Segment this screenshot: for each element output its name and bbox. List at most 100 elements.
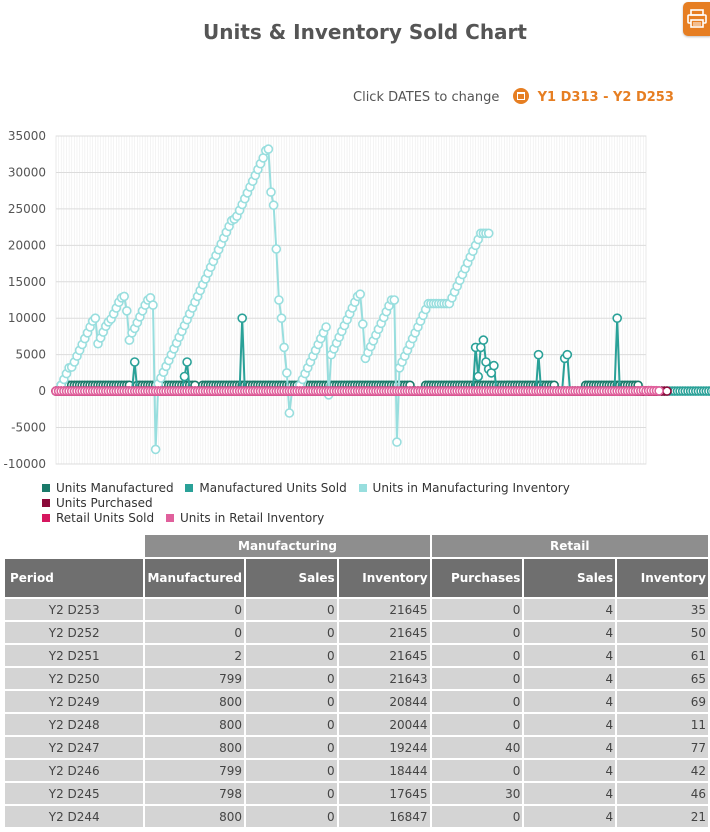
data-point[interactable] (274, 295, 284, 305)
column-header-sales[interactable]: Sales (245, 559, 337, 597)
table-cell: 800 (145, 806, 244, 827)
data-point[interactable] (182, 357, 192, 367)
column-header-retail-sales[interactable]: Sales (524, 559, 616, 597)
table-cell: 0 (431, 714, 523, 735)
legend-item[interactable]: Units Manufactured (42, 481, 174, 496)
legend-label: Retail Units Sold (56, 511, 155, 525)
table-cell: 4 (524, 737, 616, 758)
table-cell: 69 (617, 691, 708, 712)
legend-item[interactable]: Units in Retail Inventory (165, 511, 324, 526)
data-point[interactable] (281, 368, 292, 378)
y-tick-label: 35000 (8, 129, 46, 143)
table-cell: 0 (245, 691, 337, 712)
data-point[interactable] (489, 360, 499, 371)
legend-swatch (42, 484, 50, 492)
data-point[interactable] (237, 313, 247, 323)
table-cell: 0 (245, 783, 337, 804)
column-header-inventory[interactable]: Inventory (338, 559, 430, 597)
data-point[interactable] (662, 386, 672, 396)
y-tick-label: 15000 (8, 275, 46, 289)
y-axis-labels: 35000 30000 25000 20000 15000 10000 5000 0 -5000… (3, 129, 46, 471)
data-point[interactable] (355, 289, 366, 299)
table-cell: 50 (617, 622, 708, 643)
table-cell: 0 (245, 806, 337, 827)
legend-label: Units Purchased (56, 496, 153, 510)
table-cell: 0 (245, 622, 337, 643)
legend-item[interactable]: Units Purchased (42, 496, 153, 511)
data-point[interactable] (533, 349, 544, 360)
legend-swatch (165, 514, 174, 522)
data-point[interactable] (562, 349, 573, 360)
data-point[interactable] (478, 335, 489, 345)
data-point[interactable] (279, 342, 289, 353)
table-cell: 798 (145, 783, 244, 804)
data-point[interactable] (266, 187, 276, 197)
table-cell: 4 (524, 783, 616, 804)
data-point[interactable] (473, 371, 484, 382)
table-cell: 800 (145, 691, 244, 712)
y-tick-label: 25000 (8, 202, 46, 216)
chart-grid (55, 135, 647, 465)
data-point[interactable] (271, 244, 282, 254)
data-point[interactable] (268, 200, 279, 210)
group-header-blank (5, 535, 143, 557)
table-cell: 20844 (338, 691, 430, 712)
print-button[interactable] (683, 2, 710, 36)
table-cell: 65 (617, 668, 708, 689)
data-point[interactable] (357, 319, 368, 329)
legend-swatch (185, 484, 194, 492)
table-row: Y2 D246 799 0 18444 0 4 42 (5, 760, 708, 781)
data-point[interactable] (148, 300, 158, 310)
column-header-manufactured[interactable]: Manufactured (145, 559, 244, 597)
table-cell: 800 (145, 737, 244, 758)
table-cell: 11 (617, 714, 708, 735)
table-cell: 4 (524, 668, 616, 689)
data-point[interactable] (263, 144, 274, 154)
data-point[interactable] (150, 444, 161, 455)
column-header-period[interactable]: Period (5, 559, 144, 597)
table-cell: 30 (431, 783, 523, 804)
cell-period: Y2 D250 (5, 668, 144, 689)
legend-item[interactable]: Manufactured Units Sold (185, 481, 347, 496)
calendar-icon[interactable] (513, 88, 530, 104)
table-row: Y2 D245 798 0 17645 30 4 46 (5, 783, 708, 804)
table-row: Y2 D248 800 0 20044 0 4 11 (5, 714, 708, 735)
data-point[interactable] (321, 322, 331, 332)
column-header-purchases[interactable]: Purchases (431, 559, 523, 597)
table-cell: 799 (145, 760, 244, 781)
data-point[interactable] (276, 313, 287, 323)
data-point[interactable] (119, 291, 129, 302)
legend-label: Manufactured Units Sold (199, 481, 347, 495)
data-point[interactable] (612, 313, 623, 323)
data-point[interactable] (284, 408, 295, 418)
table-cell: 0 (245, 714, 337, 735)
data-point[interactable] (483, 228, 494, 239)
legend-item[interactable]: Retail Units Sold (42, 511, 154, 526)
data-point[interactable] (90, 313, 101, 323)
table-row: Y2 D251 2 0 21645 0 4 61 (5, 645, 708, 666)
legend-item[interactable]: Units in Manufacturing Inventory (358, 481, 570, 496)
cell-period: Y2 D252 (5, 622, 144, 643)
table-cell: 46 (617, 783, 708, 804)
table-cell: 0 (145, 599, 244, 620)
column-header-retail-inventory[interactable]: Inventory (617, 559, 708, 597)
table-cell: 0 (245, 599, 337, 620)
table-cell: 0 (431, 760, 523, 781)
table-cell: 21643 (338, 668, 430, 689)
table-row: Y2 D247 800 0 19244 40 4 77 (5, 737, 708, 758)
date-range-link[interactable]: Y1 D313 - Y2 D253 (537, 90, 674, 105)
data-point[interactable] (389, 295, 400, 305)
data-point[interactable] (122, 306, 132, 316)
y-tick-label: -10000 (3, 457, 46, 471)
data-point[interactable] (654, 386, 664, 396)
table-cell: 0 (431, 691, 523, 712)
cell-period: Y2 D245 (5, 783, 144, 804)
data-point[interactable] (179, 371, 190, 382)
table-row: Y2 D252 0 0 21645 0 4 50 (5, 622, 708, 643)
table-cell: 4 (524, 806, 616, 827)
data-point[interactable] (706, 386, 710, 396)
table-cell: 19244 (338, 737, 430, 758)
table-cell: 40 (431, 737, 523, 758)
data-point[interactable] (129, 357, 140, 367)
data-point[interactable] (392, 437, 402, 447)
